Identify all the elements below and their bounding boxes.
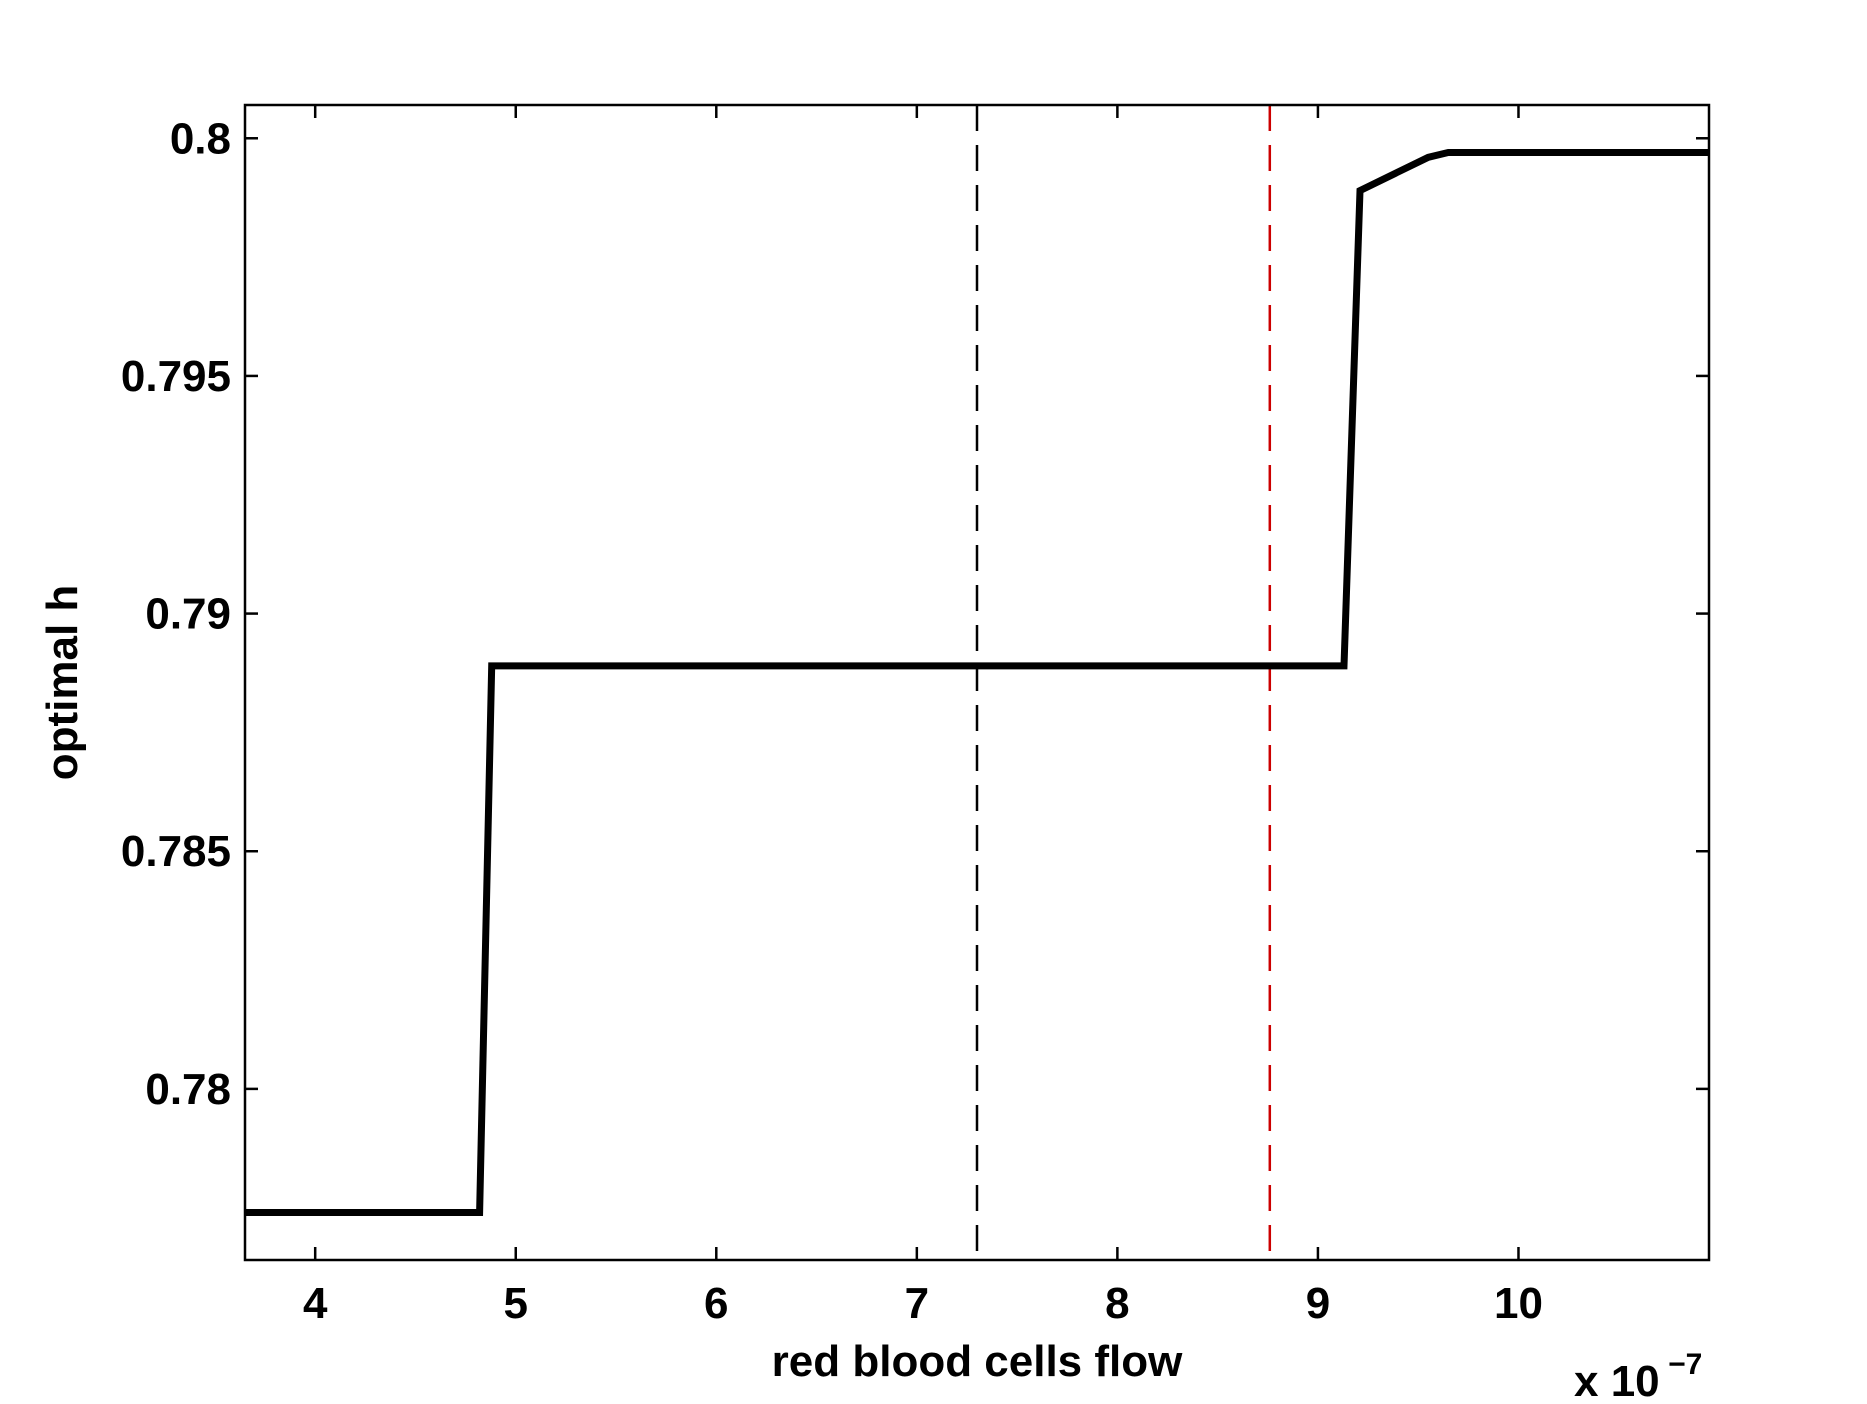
x-multiplier-base: x 10 [1574,1357,1660,1404]
y-tick-label: 0.785 [121,827,231,876]
x-tick-label: 6 [704,1279,728,1328]
x-axis-title: red blood cells flow [772,1337,1183,1386]
y-tick-label: 0.78 [145,1065,231,1114]
x-tick-label: 9 [1306,1279,1330,1328]
x-multiplier-exponent: −7 [1668,1348,1702,1381]
series-line-1 [245,149,1709,1216]
plot-frame [243,103,1711,1262]
y-axis-title: optimal h [38,585,87,781]
y-tick-label: 0.8 [170,114,231,163]
y-tick-label: 0.79 [145,590,231,639]
y-ticks: 0.78 0.785 0.79 0.795 0.8 [121,114,1709,1114]
y-tick-label: 0.795 [121,352,231,401]
x-tick-label: 7 [905,1279,929,1328]
x-tick-label: 4 [303,1279,328,1328]
x-tick-label: 8 [1105,1279,1129,1328]
reference-lines [975,105,1272,1260]
x-tick-label: 5 [503,1279,527,1328]
x-axis-multiplier: x 10 −7 [1574,1348,1702,1404]
x-ticks: 4 5 6 7 8 9 10 [303,105,1543,1328]
x-tick-label: 10 [1494,1279,1543,1328]
series-group [245,149,1709,1216]
